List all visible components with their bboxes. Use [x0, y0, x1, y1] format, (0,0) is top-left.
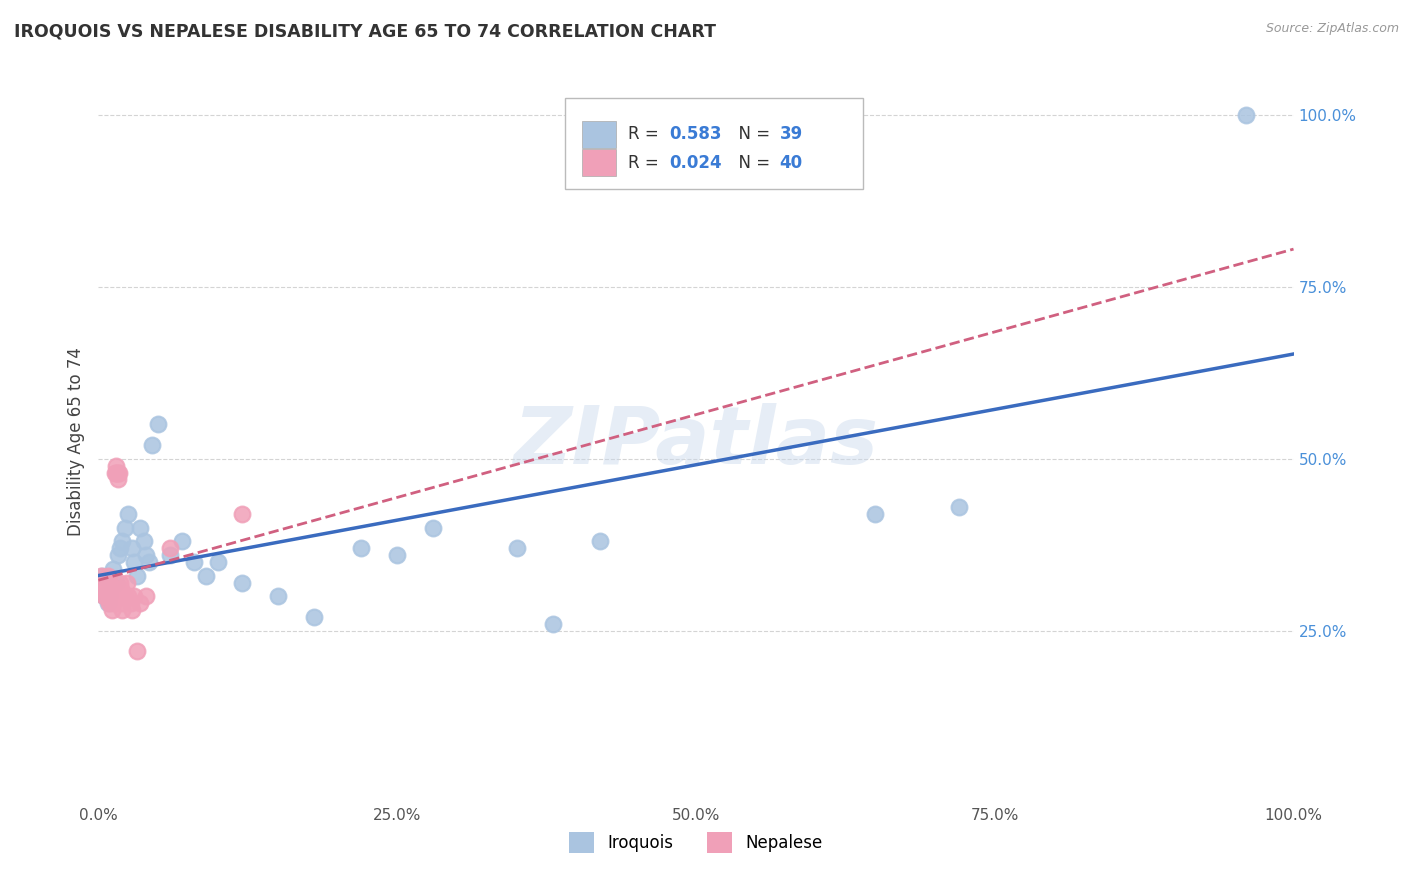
Point: [172, 534, 194, 549]
Point: [121, 603, 143, 617]
Point: [159, 541, 181, 556]
Point: [93, 582, 115, 597]
Point: [135, 590, 157, 604]
Point: [96, 582, 118, 597]
Point: [121, 541, 143, 556]
Point: [105, 466, 128, 480]
Text: ZIPatlas: ZIPatlas: [513, 402, 879, 481]
Point: [104, 466, 127, 480]
Point: [114, 590, 136, 604]
Point: [97, 596, 120, 610]
Point: [125, 644, 148, 658]
Point: [98, 582, 122, 597]
Point: [91, 575, 114, 590]
Point: [350, 541, 373, 556]
Text: R =: R =: [628, 126, 664, 144]
Point: [94, 582, 117, 597]
Point: [108, 590, 131, 604]
Text: N =: N =: [728, 153, 776, 171]
Point: [93, 590, 115, 604]
Point: [91, 582, 114, 597]
Point: [124, 590, 146, 604]
Point: [195, 568, 218, 582]
Legend: Iroquois, Nepalese: Iroquois, Nepalese: [562, 826, 830, 860]
Point: [183, 555, 205, 569]
Point: [103, 582, 125, 597]
Point: [589, 534, 612, 549]
Point: [132, 534, 155, 549]
Point: [98, 596, 121, 610]
Text: 40: 40: [780, 153, 803, 171]
Text: R =: R =: [628, 153, 664, 171]
Point: [117, 507, 139, 521]
Point: [93, 590, 115, 604]
Point: [422, 520, 444, 534]
Point: [114, 520, 136, 534]
Point: [98, 590, 121, 604]
Point: [385, 548, 409, 562]
Point: [541, 616, 564, 631]
Point: [94, 590, 117, 604]
Point: [101, 596, 124, 610]
Point: [108, 575, 131, 590]
FancyBboxPatch shape: [582, 120, 616, 148]
Point: [94, 590, 117, 604]
Point: [90, 568, 112, 582]
Point: [865, 507, 887, 521]
Point: [111, 596, 134, 610]
Point: [125, 568, 148, 582]
Point: [98, 582, 122, 597]
Point: [159, 548, 181, 562]
Point: [506, 541, 529, 556]
Text: Source: ZipAtlas.com: Source: ZipAtlas.com: [1265, 22, 1399, 36]
Text: 0.024: 0.024: [669, 153, 723, 171]
Point: [129, 596, 152, 610]
Point: [111, 603, 134, 617]
Point: [124, 555, 146, 569]
Point: [231, 575, 253, 590]
Point: [91, 568, 114, 582]
Point: [302, 610, 325, 624]
Point: [98, 575, 122, 590]
Point: [117, 590, 139, 604]
Point: [135, 548, 157, 562]
Text: IROQUOIS VS NEPALESE DISABILITY AGE 65 TO 74 CORRELATION CHART: IROQUOIS VS NEPALESE DISABILITY AGE 65 T…: [14, 22, 716, 40]
Point: [141, 438, 163, 452]
Point: [105, 575, 128, 590]
Point: [148, 417, 170, 432]
Point: [98, 590, 121, 604]
Point: [97, 568, 120, 582]
Point: [120, 596, 142, 610]
FancyBboxPatch shape: [582, 149, 616, 177]
Point: [107, 548, 129, 562]
Point: [107, 472, 129, 486]
Point: [231, 507, 253, 521]
Point: [107, 466, 129, 480]
Point: [105, 458, 128, 473]
Point: [108, 541, 131, 556]
Point: [129, 520, 152, 534]
Point: [100, 603, 122, 617]
Point: [107, 466, 129, 480]
Point: [111, 534, 134, 549]
Text: N =: N =: [728, 126, 776, 144]
Point: [115, 575, 138, 590]
Text: 0.583: 0.583: [669, 126, 723, 144]
Point: [101, 562, 124, 576]
Point: [101, 590, 124, 604]
Y-axis label: Disability Age 65 to 74: Disability Age 65 to 74: [66, 347, 84, 536]
Text: 39: 39: [780, 126, 803, 144]
Point: [110, 582, 132, 597]
Point: [267, 590, 290, 604]
Point: [96, 575, 118, 590]
Point: [948, 500, 970, 514]
Point: [1234, 108, 1257, 122]
Point: [207, 555, 229, 569]
FancyBboxPatch shape: [565, 98, 863, 189]
Point: [138, 555, 160, 569]
